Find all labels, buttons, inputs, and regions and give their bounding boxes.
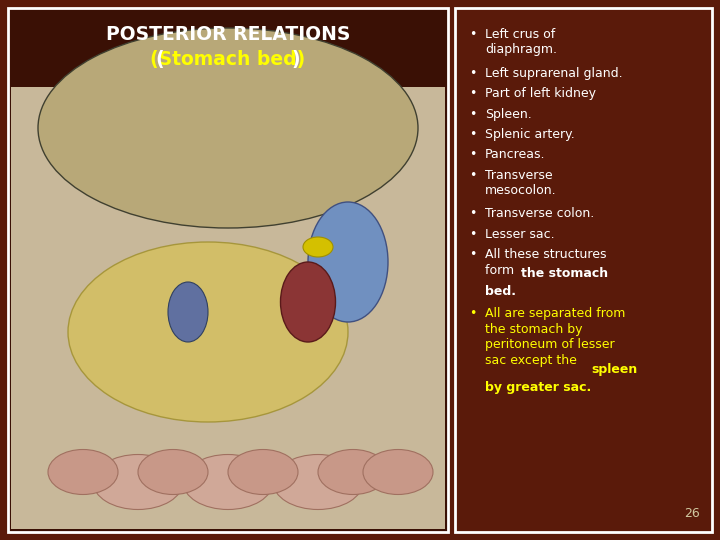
Text: •: •: [469, 248, 477, 261]
Text: All are separated from
the stomach by
peritoneum of lesser
sac except the: All are separated from the stomach by pe…: [485, 307, 626, 367]
Text: by greater sac.: by greater sac.: [485, 381, 591, 394]
Ellipse shape: [93, 455, 183, 510]
Text: the stomach: the stomach: [521, 267, 608, 280]
Text: •: •: [469, 67, 477, 80]
Ellipse shape: [228, 449, 298, 495]
Text: Splenic artery.: Splenic artery.: [485, 128, 575, 141]
Text: Transverse
mesocolon.: Transverse mesocolon.: [485, 168, 557, 197]
Text: POSTERIOR RELATIONS: POSTERIOR RELATIONS: [106, 24, 350, 44]
Ellipse shape: [138, 449, 208, 495]
Text: •: •: [469, 228, 477, 241]
Text: (: (: [156, 51, 164, 70]
Text: Lesser sac.: Lesser sac.: [485, 228, 554, 241]
Ellipse shape: [68, 242, 348, 422]
Ellipse shape: [273, 455, 363, 510]
Text: (Stomach bed): (Stomach bed): [150, 51, 305, 70]
Text: Left crus of
diaphragm.: Left crus of diaphragm.: [485, 28, 557, 57]
Text: •: •: [469, 207, 477, 220]
Text: •: •: [469, 87, 477, 100]
Text: spleen: spleen: [591, 363, 637, 376]
Text: All these structures
form: All these structures form: [485, 248, 606, 276]
Text: •: •: [469, 307, 477, 320]
Ellipse shape: [281, 262, 336, 342]
Text: •: •: [469, 128, 477, 141]
Bar: [455, 8, 712, 532]
Text: Pancreas.: Pancreas.: [485, 148, 546, 161]
Text: bed.: bed.: [485, 285, 516, 298]
Bar: [8, 8, 448, 532]
Ellipse shape: [318, 449, 388, 495]
Text: •: •: [469, 107, 477, 120]
Text: •: •: [469, 168, 477, 181]
Text: Transverse colon.: Transverse colon.: [485, 207, 594, 220]
Text: •: •: [469, 148, 477, 161]
Text: Left suprarenal gland.: Left suprarenal gland.: [485, 67, 623, 80]
Bar: [11, 87, 445, 529]
Text: Part of left kidney: Part of left kidney: [485, 87, 596, 100]
Ellipse shape: [308, 202, 388, 322]
Ellipse shape: [38, 28, 418, 228]
Ellipse shape: [168, 282, 208, 342]
Text: 26: 26: [684, 507, 700, 520]
Text: ): ): [292, 51, 300, 70]
Ellipse shape: [363, 449, 433, 495]
Ellipse shape: [303, 237, 333, 257]
Ellipse shape: [48, 449, 118, 495]
Text: •: •: [469, 28, 477, 41]
Text: Spleen.: Spleen.: [485, 107, 532, 120]
Ellipse shape: [183, 455, 273, 510]
